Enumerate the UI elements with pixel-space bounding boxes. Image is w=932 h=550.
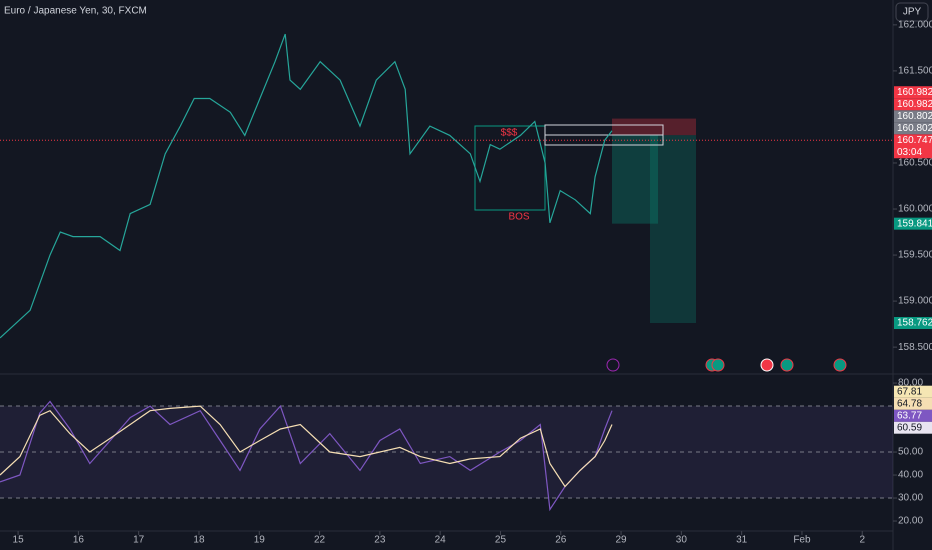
stop-zone xyxy=(612,118,696,136)
price-label-bg xyxy=(894,385,932,398)
x-tick-label: 23 xyxy=(374,535,386,546)
x-tick-label: 31 xyxy=(736,535,748,546)
y-tick-label: 50.00 xyxy=(898,447,923,458)
price-label-bg xyxy=(894,86,932,99)
y-tick-label: 158.500 xyxy=(898,342,932,353)
event-icon[interactable] xyxy=(606,358,620,372)
price-label: 160.982 xyxy=(897,99,932,110)
x-tick-label: 22 xyxy=(314,535,326,546)
price-label: 60.59 xyxy=(897,422,922,433)
price-label-bg xyxy=(894,409,932,422)
currency-label[interactable]: JPY xyxy=(903,7,922,18)
target-zone xyxy=(612,135,658,224)
y-tick-label: 162.000 xyxy=(898,20,932,31)
y-tick-label: 159.000 xyxy=(898,296,932,307)
target-zone xyxy=(650,135,696,324)
price-label-bg xyxy=(894,122,932,135)
chart-title: Euro / Japanese Yen, 30, FXCM xyxy=(4,6,147,17)
x-tick-label: 19 xyxy=(254,535,266,546)
price-label-bg xyxy=(894,421,932,434)
event-icon[interactable] xyxy=(711,358,725,372)
price-label-bg xyxy=(894,98,932,111)
x-tick-label: 24 xyxy=(435,535,447,546)
y-tick-label: 160.500 xyxy=(898,158,932,169)
series-line xyxy=(0,33,613,339)
x-tick-label: 18 xyxy=(193,535,205,546)
price-label-bg xyxy=(894,397,932,410)
series-line xyxy=(0,405,613,488)
annotation: BOS xyxy=(508,212,529,223)
x-tick-label: 2 xyxy=(859,535,865,546)
event-icons xyxy=(606,358,847,372)
x-tick-label: 26 xyxy=(555,535,567,546)
x-tick-label: 30 xyxy=(676,535,688,546)
price-label: 63.77 xyxy=(897,410,922,421)
price-label: 159.841 xyxy=(897,218,932,229)
price-label: 160.747 xyxy=(897,135,932,146)
series-line xyxy=(0,400,613,512)
price-label-bg xyxy=(894,317,932,330)
y-tick-label: 40.00 xyxy=(898,470,923,481)
price-label-bg xyxy=(894,134,932,159)
price-label: 160.982 xyxy=(897,87,932,98)
x-tick-label: 15 xyxy=(13,535,25,546)
y-tick-label: 161.500 xyxy=(898,66,932,77)
price-label-bg xyxy=(894,217,932,230)
y-tick-label: 159.500 xyxy=(898,250,932,261)
price-label: 160.802 xyxy=(897,111,932,122)
y-tick-label: 160.000 xyxy=(898,204,932,215)
price-label: 160.802 xyxy=(897,123,932,134)
x-tick-label: Feb xyxy=(793,535,811,546)
x-tick-label: 25 xyxy=(495,535,507,546)
price-label: 64.78 xyxy=(897,398,922,409)
y-tick-label: 80.00 xyxy=(898,378,923,389)
y-tick-label: 20.00 xyxy=(898,516,923,527)
currency-button[interactable] xyxy=(895,2,929,22)
x-tick-label: 17 xyxy=(133,535,145,546)
price-label-bg xyxy=(894,110,932,123)
annotation: $$$ xyxy=(501,128,518,139)
event-icon[interactable] xyxy=(833,358,847,372)
rsi-band xyxy=(0,406,893,499)
x-tick-label: 16 xyxy=(73,535,85,546)
price-label: 67.81 xyxy=(897,386,922,397)
countdown-label: 03:04 xyxy=(897,147,922,158)
y-tick-label: 30.00 xyxy=(898,493,923,504)
x-tick-label: 29 xyxy=(615,535,627,546)
event-icon[interactable] xyxy=(780,358,794,372)
price-label: 158.762 xyxy=(897,318,932,329)
event-icon[interactable] xyxy=(760,358,774,372)
